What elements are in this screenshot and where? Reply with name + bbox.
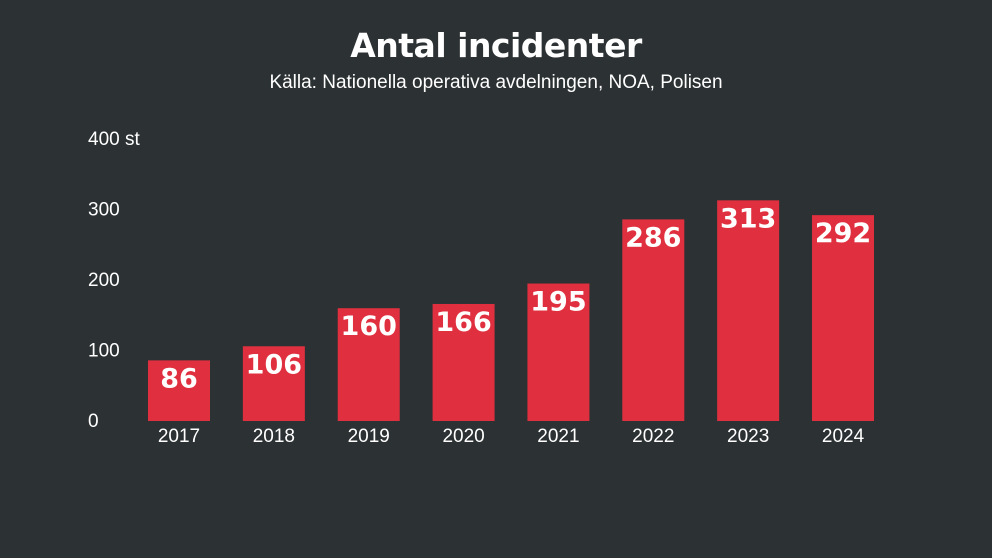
x-tick-label: 2022: [632, 426, 674, 447]
y-axis-ticks: 0 100 200 300 400 st: [88, 129, 140, 432]
x-tick-label: 2017: [158, 426, 200, 447]
x-tick-label: 2023: [727, 426, 769, 447]
bar-value-label: 106: [246, 349, 302, 380]
y-tick-label: 100: [88, 341, 120, 362]
bar-2022: [622, 219, 685, 421]
bar-2021: [527, 283, 590, 421]
y-tick-label: 400 st: [88, 129, 140, 150]
x-tick-label: 2024: [822, 426, 865, 447]
x-tick-label: 2020: [442, 426, 484, 447]
bar-2018: [242, 346, 305, 421]
x-tick-label: 2018: [253, 426, 295, 447]
x-tick-label: 2021: [537, 426, 579, 447]
x-axis-ticks: 2017 2018 2019 2020 2021 2022 2023 2024: [158, 426, 865, 447]
bar-2017: [148, 360, 210, 421]
bar-labels-group: 86 106 160 166 195 286 313 292: [160, 203, 871, 394]
bar-value-label: 160: [341, 311, 397, 342]
bar-2024: [812, 215, 875, 421]
bar-value-label: 286: [625, 222, 681, 253]
y-tick-label: 200: [88, 270, 120, 291]
y-tick-label: 0: [88, 411, 99, 432]
bar-2020: [432, 303, 495, 421]
chart-title: Antal incidenter: [350, 26, 642, 65]
bar-value-label: 292: [815, 218, 871, 249]
bar-value-label: 86: [160, 363, 198, 394]
y-tick-label: 300: [88, 200, 120, 221]
chart-subtitle: Källa: Nationella operativa avdelningen,…: [269, 72, 723, 93]
bar-2023: [717, 200, 780, 421]
bars-group: [148, 200, 875, 421]
bar-value-label: 313: [720, 203, 776, 234]
bar-value-label: 195: [530, 287, 586, 318]
x-tick-label: 2019: [348, 426, 390, 447]
bar-2019: [337, 308, 400, 421]
bar-value-label: 166: [435, 307, 491, 338]
